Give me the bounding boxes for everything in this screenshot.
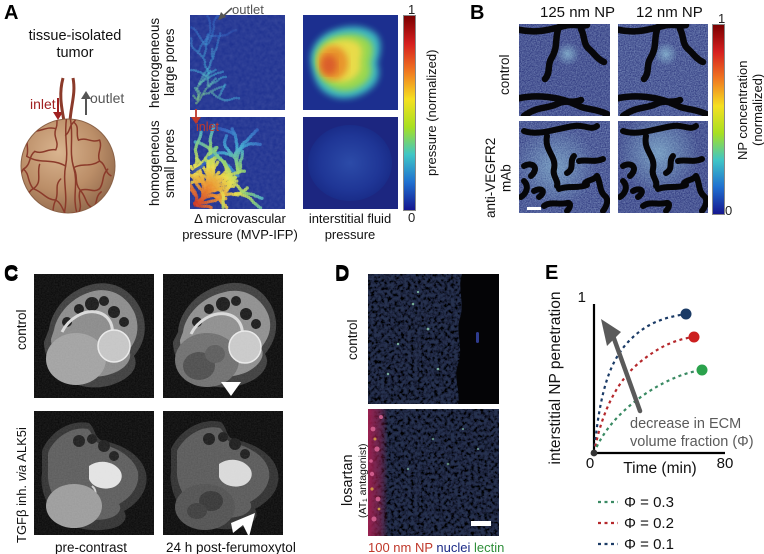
- svg-text:outlet: outlet: [90, 90, 124, 106]
- svg-text:inlet: inlet: [30, 96, 56, 112]
- svg-text:80: 80: [717, 455, 734, 472]
- svg-text:1: 1: [578, 289, 586, 306]
- svg-text:Time (min): Time (min): [623, 460, 696, 477]
- svg-text:volume fraction (Φ): volume fraction (Φ): [630, 434, 754, 450]
- svg-text:0: 0: [586, 455, 594, 472]
- svg-text:Φ = 0.2: Φ = 0.2: [624, 515, 674, 532]
- svg-text:interstitial NP penetration: interstitial NP penetration: [547, 292, 564, 465]
- svg-text:Φ = 0.3: Φ = 0.3: [624, 494, 674, 511]
- svg-text:Φ = 0.1: Φ = 0.1: [624, 536, 674, 553]
- svg-text:decrease in ECM: decrease in ECM: [630, 416, 741, 432]
